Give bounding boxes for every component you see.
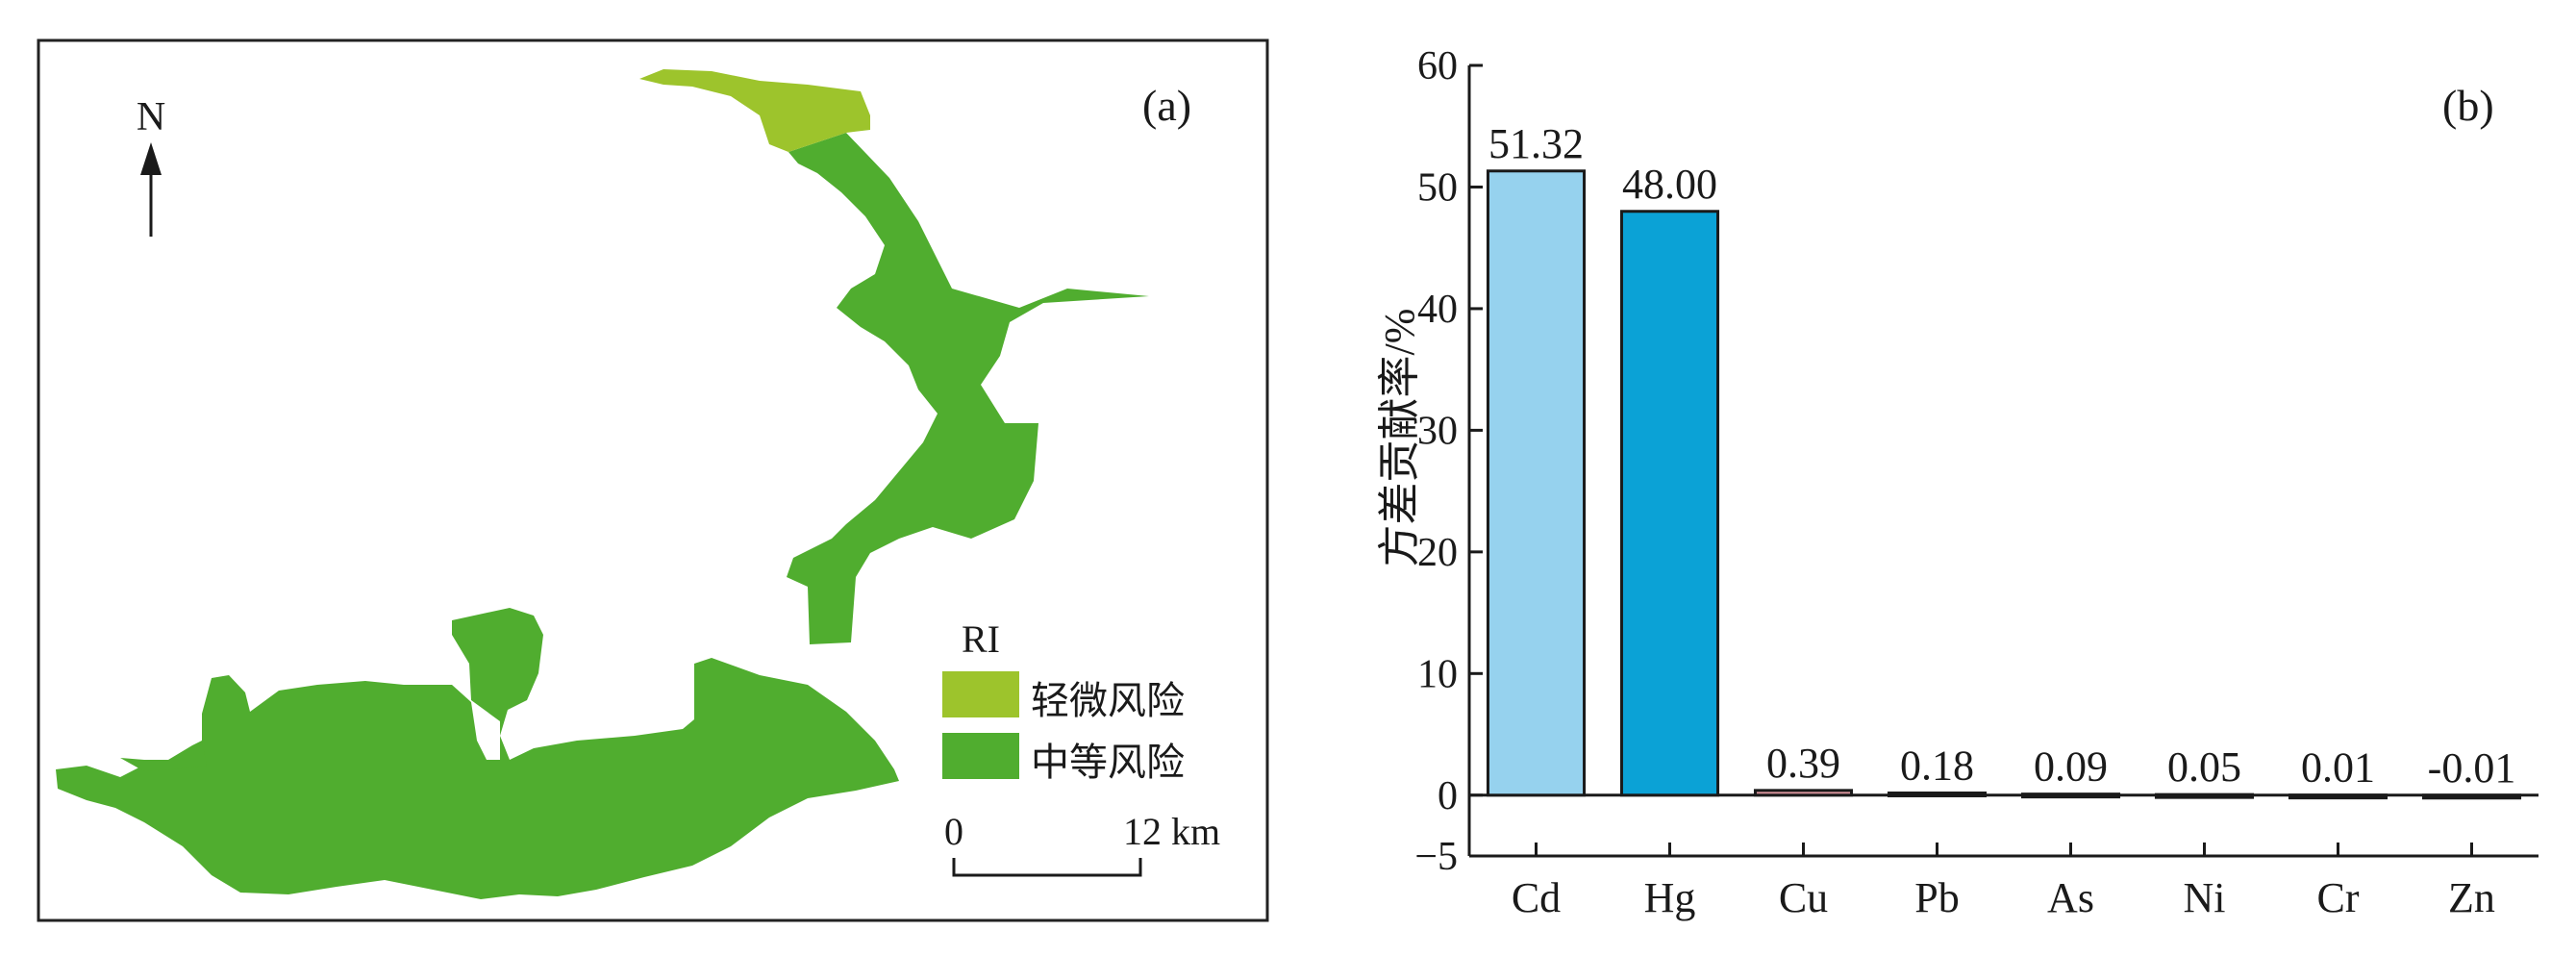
data-label: 0.18	[1900, 742, 1974, 789]
legend-label-moderate: 中等风险	[1031, 741, 1185, 784]
bar-cr	[2288, 793, 2388, 800]
bar-cd	[1486, 169, 1587, 797]
y-tick-label: 0	[1438, 774, 1458, 818]
x-tick-label: Cu	[1779, 874, 1828, 921]
data-label: 48.00	[1622, 161, 1717, 208]
north-label: N	[137, 95, 165, 139]
x-tick-label: Hg	[1644, 874, 1696, 921]
bar-zn	[2421, 793, 2522, 800]
y-tick-label: 60	[1417, 44, 1458, 88]
data-label: 51.32	[1488, 120, 1584, 167]
data-label: -0.01	[2428, 744, 2516, 792]
legend-swatch-moderate	[942, 733, 1019, 779]
panel-b-bar-chart: (b) 方差贡献率/% −5 0 10 20 30 40 50 60 Cd Hg Cu Pb As Ni…	[1376, 44, 2538, 921]
x-axis: Cd Hg Cu Pb As Ni Cr Zn	[1469, 793, 2538, 921]
lake-moderate-risk-region	[787, 133, 1149, 644]
x-tick-label: Zn	[2448, 874, 2495, 921]
lake-moderate-risk-west-spur	[120, 741, 207, 771]
x-tick-label: Ni	[2184, 874, 2226, 921]
y-tick-label: 50	[1417, 165, 1458, 210]
x-tick-label: Pb	[1914, 874, 1959, 921]
y-tick-label: 10	[1417, 652, 1458, 696]
north-arrow-icon	[140, 142, 162, 175]
y-tick-label: 30	[1417, 409, 1458, 453]
data-label: 0.09	[2034, 743, 2108, 791]
data-labels: 51.32 48.00 0.39 0.18 0.09 0.05 0.01 -0.01	[1488, 120, 2515, 792]
bar-as	[2020, 792, 2121, 799]
x-tick-label: As	[2047, 874, 2094, 921]
panel-a-map: (a) N RI 轻微风险 中等风险 0 12 km	[37, 38, 1269, 922]
lake-moderate-risk-south	[56, 608, 899, 899]
bar-pb	[1887, 791, 1988, 797]
panel-b-label: (b)	[2442, 81, 2494, 130]
y-tick-label: 40	[1417, 288, 1458, 332]
bar-cu	[1753, 789, 1854, 797]
x-tick-label: Cr	[2317, 874, 2360, 921]
y-tick-label: −5	[1414, 835, 1458, 879]
data-label: 0.39	[1766, 740, 1840, 787]
map-frame	[37, 38, 1269, 922]
scale-bar	[952, 858, 1142, 877]
y-axis: −5 0 10 20 30 40 50 60	[1414, 44, 1483, 879]
legend-swatch-slight	[942, 671, 1019, 717]
legend-title: RI	[962, 617, 1000, 661]
y-tick-label: 20	[1417, 531, 1458, 575]
scale-start-label: 0	[944, 810, 963, 853]
legend-label-slight: 轻微风险	[1031, 679, 1185, 722]
panel-a-label: (a)	[1142, 81, 1191, 130]
scale-end-label: 12 km	[1123, 810, 1220, 853]
bar-ni	[2154, 792, 2255, 799]
y-axis-title: 方差贡献率/%	[1376, 309, 1423, 567]
bars	[1486, 169, 2522, 800]
x-tick-label: Cd	[1512, 874, 1561, 921]
lake-slight-risk-region	[639, 69, 870, 152]
data-label: 0.01	[2301, 744, 2375, 792]
data-label: 0.05	[2167, 743, 2241, 791]
bar-hg	[1619, 210, 1720, 797]
